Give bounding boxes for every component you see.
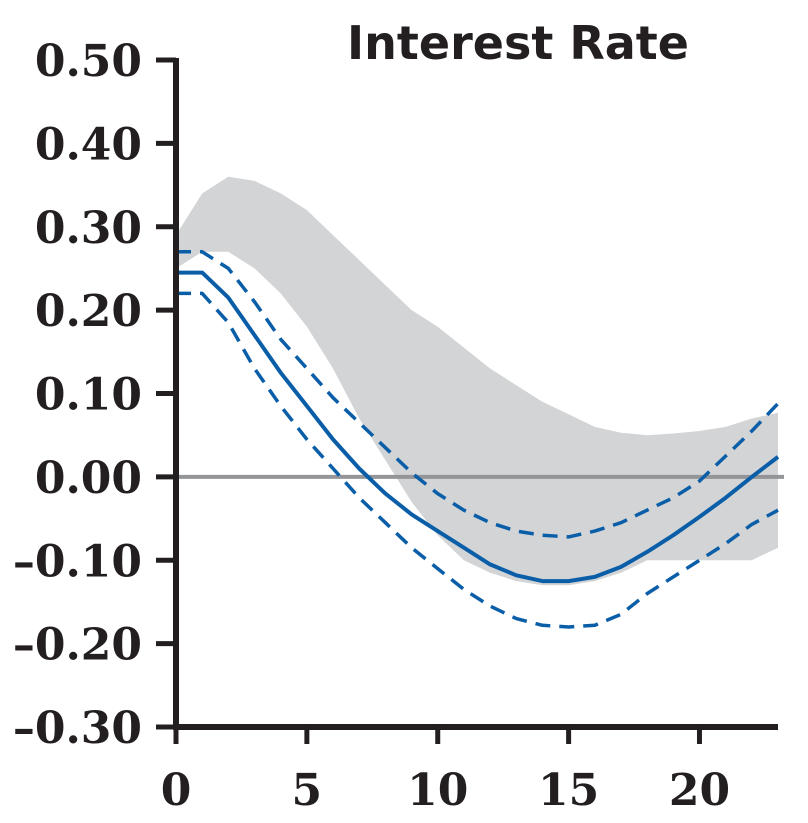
y-tick-label: 0.20 <box>35 286 142 337</box>
confidence-band-layer <box>176 176 778 586</box>
response-lower-dashed-line <box>176 291 779 629</box>
y-axis-ticks: 0.50 0.40 0.30 0.20 0.10 0.00 –0.10 –0.20 –0.30 <box>13 36 176 754</box>
x-tick-label: 15 <box>538 765 599 816</box>
y-tick-label: 0.10 <box>35 370 142 421</box>
x-tick-label: 0 <box>161 765 192 816</box>
y-tick-label: –0.20 <box>13 620 142 671</box>
y-tick-label: 0.00 <box>35 453 142 504</box>
y-tick-label: 0.40 <box>35 119 142 170</box>
x-tick-label: 5 <box>292 765 323 816</box>
response-median-line <box>176 270 780 584</box>
y-tick-label: 0.50 <box>35 36 142 87</box>
x-tick-label: 20 <box>669 765 730 816</box>
series-layer <box>176 250 780 629</box>
confidence-band <box>176 176 778 586</box>
response-upper-dashed-line <box>176 250 780 539</box>
chart-title: Interest Rate <box>347 16 689 70</box>
y-tick-label: –0.10 <box>13 536 142 587</box>
x-axis-ticks: 0 5 10 15 20 <box>161 727 730 816</box>
y-tick-label: –0.30 <box>13 703 142 754</box>
y-tick-label: 0.30 <box>35 203 142 254</box>
x-tick-label: 10 <box>407 765 468 816</box>
